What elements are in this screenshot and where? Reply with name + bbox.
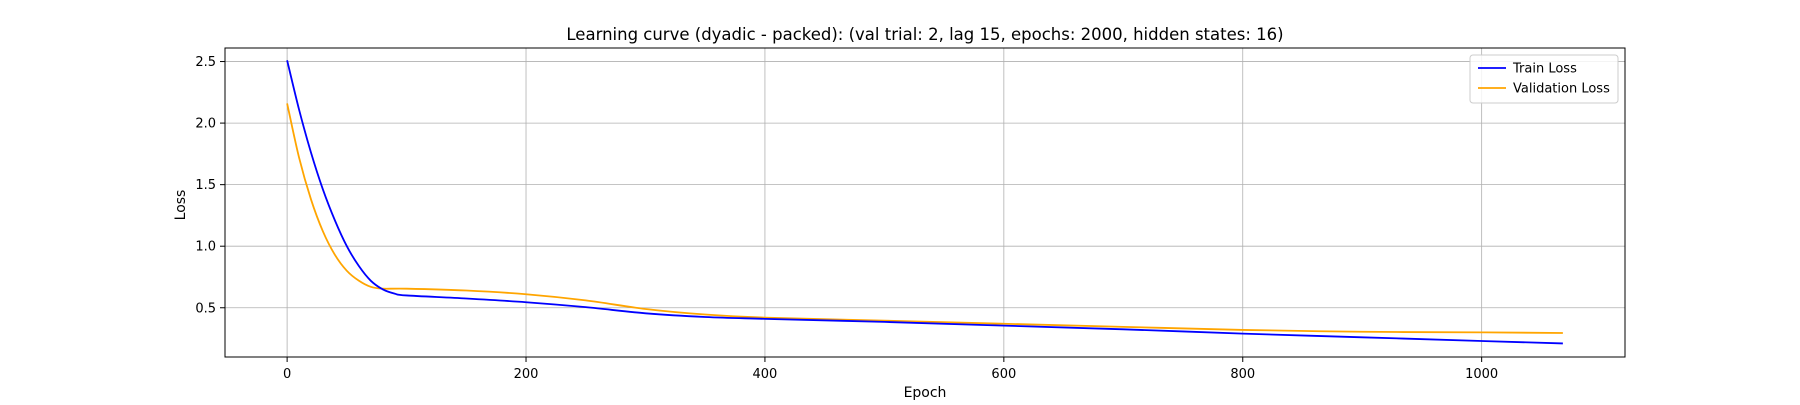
legend-label: Validation Loss bbox=[1513, 82, 1610, 97]
legend-box bbox=[1469, 54, 1619, 104]
grid bbox=[225, 48, 1625, 357]
x-tick-label: 400 bbox=[753, 367, 778, 382]
y-tick-label: 2.5 bbox=[195, 55, 216, 70]
y-axis-label: Loss bbox=[173, 190, 189, 221]
x-tick-label: 600 bbox=[991, 367, 1016, 382]
series-lines bbox=[286, 60, 1563, 345]
x-tick-label: 200 bbox=[514, 367, 539, 382]
y-axis-ticks: 0.5 1.0 1.5 2.0 2.5 bbox=[195, 55, 225, 316]
x-tick-label: 0 bbox=[283, 367, 291, 382]
y-tick-label: 0.5 bbox=[195, 301, 216, 316]
x-tick-label: 1000 bbox=[1465, 367, 1498, 382]
y-tick-label: 2.0 bbox=[195, 117, 216, 132]
legend-label: Train Loss bbox=[1512, 62, 1577, 77]
chart-title: Learning curve (dyadic - packed): (val t… bbox=[566, 25, 1283, 44]
y-tick-label: 1.0 bbox=[195, 240, 216, 255]
x-tick-label: 800 bbox=[1230, 367, 1255, 382]
y-tick-label: 1.5 bbox=[195, 178, 216, 193]
legend: Train Loss Validation Loss bbox=[1469, 54, 1619, 104]
validation-loss-line bbox=[286, 103, 1563, 334]
train-loss-line bbox=[286, 60, 1563, 345]
x-axis-label: Epoch bbox=[904, 385, 947, 400]
plot-frame bbox=[224, 47, 1626, 358]
x-axis-ticks: 0 200 400 600 800 1000 bbox=[283, 357, 1498, 382]
